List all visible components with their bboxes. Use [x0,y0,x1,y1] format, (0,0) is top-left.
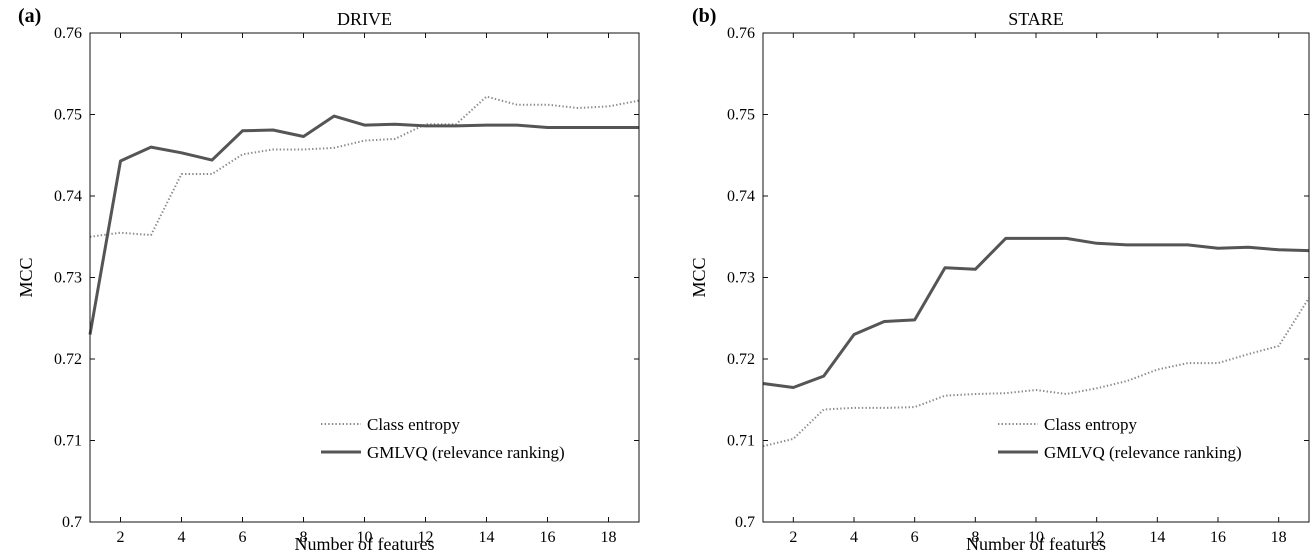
x-tick-label: 4 [850,529,858,546]
y-tick-label: 0.73 [54,270,82,287]
x-tick-label: 18 [601,529,617,546]
y-axis-label: MCC [689,257,709,297]
x-tick-label: 8 [300,529,308,546]
legend: Class entropy GMLVQ (relevance ranking) [998,415,1242,462]
series-line-gmlvq [88,114,639,335]
legend-label: GMLVQ (relevance ranking) [367,443,565,462]
y-tick-label: 0.75 [727,107,755,124]
x-tick-label: 6 [911,529,919,546]
x-tick-label: 10 [1028,529,1044,546]
x-tick-label: 2 [117,529,125,546]
x-tick-label: 10 [357,529,373,546]
x-tick-label: 16 [540,529,556,546]
y-tick-label: 0.72 [727,351,755,368]
chart-title: STARE [1008,9,1064,29]
y-tick-label: 0.76 [727,25,755,42]
legend-label: GMLVQ (relevance ranking) [1044,443,1242,462]
series-line-class-entropy [762,297,1310,448]
legend-label: Class entropy [367,415,461,434]
x-tick-label: 6 [239,529,247,546]
y-tick-label: 0.7 [62,514,82,531]
x-tick-label: 18 [1271,529,1287,546]
y-tick-label: 0.76 [54,25,82,42]
y-tick-label: 0.75 [54,107,82,124]
y-tick-label: 0.7 [735,514,755,531]
series-line-gmlvq [762,236,1310,389]
x-tick-label: 12 [1089,529,1105,546]
chart-panel-a: (a) DRIVE 2 4 6 8 10 12 14 16 18 0.7 0.71 0.72 0.73 0.7… [16,5,640,554]
legend: Class entropy GMLVQ (relevance ranking) [321,415,565,462]
chart-panel-b: (b) STARE 2 4 6 8 10 12 14 16 18 0.7 0.71 0.72 0.73 0.7… [689,5,1310,554]
x-axis-label: Number of features [295,534,435,554]
y-tick-label: 0.73 [727,270,755,287]
y-tick-label: 0.71 [727,433,755,450]
panel-label: (a) [18,5,41,27]
series-line-class-entropy [89,95,640,238]
x-tick-label: 14 [1149,529,1165,546]
x-axis-label: Number of features [966,534,1106,554]
x-tick-label: 2 [789,529,797,546]
y-tick-label: 0.74 [727,188,755,205]
y-axis-label: MCC [16,257,36,297]
x-tick-label: 14 [479,529,495,546]
y-tick-label: 0.74 [54,188,82,205]
x-tick-label: 16 [1210,529,1226,546]
chart-title: DRIVE [337,9,392,29]
x-tick-label: 8 [971,529,979,546]
x-tick-label: 4 [178,529,186,546]
y-tick-label: 0.72 [54,351,82,368]
legend-label: Class entropy [1044,415,1138,434]
panel-label: (b) [692,5,716,27]
x-tick-label: 12 [418,529,434,546]
y-tick-label: 0.71 [54,433,82,450]
